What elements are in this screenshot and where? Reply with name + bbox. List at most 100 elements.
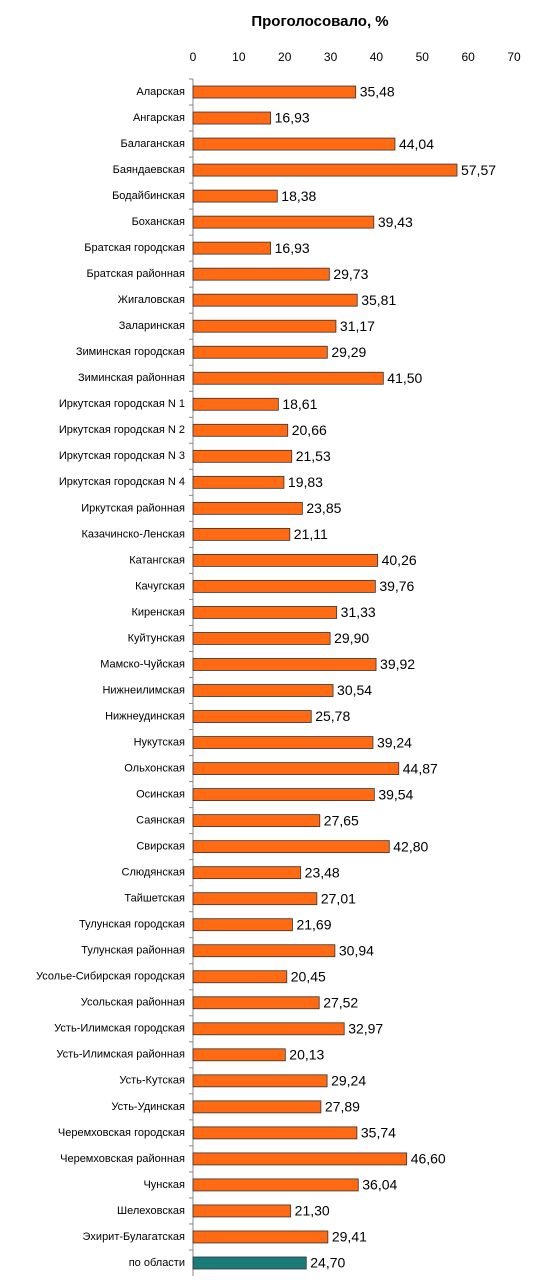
y-tick-label: Тулунская городская [79,919,185,931]
bar [192,267,330,281]
y-tick-label: Чунская [143,1179,185,1191]
chart-title: Проголосовало, % [251,13,388,30]
y-tick-label: Боханская [132,216,185,228]
bar [192,1074,328,1088]
value-label: 46,60 [411,1151,446,1167]
y-tick-label: Киренская [132,606,186,618]
y-tick-label: Братская районная [86,268,185,280]
value-label: 29,41 [332,1229,367,1245]
bar [192,189,278,203]
bar [192,111,272,125]
bar [192,554,379,567]
value-label: 35,74 [361,1125,396,1141]
bar [192,918,293,932]
bar [192,241,272,255]
value-label: 23,48 [305,864,340,880]
y-tick-label: Заларинская [119,320,185,332]
y-tick-label: Ольхонская [124,762,185,774]
bar [192,1204,292,1218]
y-tick-label: Нижнеудинская [105,710,185,722]
y-tick-label: Усть-Илимская районная [56,1049,185,1061]
value-label: 18,61 [282,396,317,412]
y-tick-label: Слюдянская [122,867,185,879]
value-label: 29,73 [333,266,368,282]
bar [192,632,331,645]
y-tick-label: Качугская [135,580,185,592]
y-tick-label: Аларская [136,86,185,98]
y-tick-label: по области [129,1257,185,1269]
x-tick-label: 20 [278,50,292,64]
value-label: 27,52 [323,994,358,1010]
bar [192,580,376,593]
bar [192,85,357,99]
y-tick-label: Нижнеилимская [102,684,185,696]
y-tick-label: Тайшетская [124,893,185,905]
bar [192,1256,307,1270]
y-tick-label: Ангарская [133,112,185,124]
y-tick-label: Осинская [136,789,185,801]
bar [192,1126,358,1140]
bar [192,1048,286,1062]
value-label: 39,76 [379,578,414,594]
x-tick-label: 70 [507,50,521,64]
value-label: 44,87 [403,760,438,776]
y-tick-label: Усть-Кутская [119,1075,185,1087]
bar [192,449,293,463]
y-tick-label: Иркутская городская N 2 [59,424,185,436]
value-label: 20,66 [292,422,327,438]
bar [192,319,337,333]
y-tick-label: Усть-Илимская городская [54,1023,185,1035]
value-label: 30,94 [339,942,374,958]
value-label: 41,50 [387,370,422,386]
value-label: 39,24 [377,734,412,750]
y-tick-label: Куйтунская [128,632,185,644]
value-label: 39,54 [378,786,413,802]
bar [192,423,289,437]
y-tick-label: Зиминская городская [76,346,185,358]
y-tick-label: Шелеховская [117,1205,185,1217]
value-label: 29,24 [331,1073,366,1089]
bar [192,970,288,984]
bar [192,527,291,541]
bar [192,1152,408,1166]
bar [192,501,303,515]
y-tick-label: Бодайбинская [112,190,185,202]
value-label: 29,90 [334,630,369,646]
y-tick-label: Жигаловская [118,294,185,306]
y-tick-label: Эхирит-Булагатская [83,1231,186,1243]
y-tick-label: Балаганская [121,138,186,150]
value-label: 20,45 [291,968,326,984]
x-tick-label: 60 [461,50,475,64]
value-label: 20,13 [289,1047,324,1063]
y-tick-label: Зиминская районная [78,372,185,384]
bar [192,1022,345,1036]
y-tick-label: Свирская [136,841,185,853]
value-label: 27,89 [325,1099,360,1115]
y-tick-label: Черемховская районная [60,1153,185,1165]
y-tick-label: Нукутская [134,736,185,748]
y-tick-label: Усть-Удинская [111,1101,185,1113]
y-tick-label: Тулунская районная [81,945,185,957]
y-tick-label: Братская городская [84,242,185,254]
bar [192,762,400,775]
y-tick-label: Мамско-Чуйская [100,658,185,670]
bar [192,944,336,958]
value-label: 21,11 [294,526,328,542]
bar [192,371,384,385]
value-label: 36,04 [362,1177,397,1193]
value-label: 18,38 [281,188,316,204]
bar [192,475,285,489]
bar [192,163,458,177]
bar [192,684,334,697]
y-tick-label: Иркутская городская N 3 [59,450,185,462]
bar [192,293,358,307]
value-label: 24,70 [310,1255,345,1271]
y-tick-label: Усольская районная [81,997,185,1009]
y-tick-label: Баяндаевская [113,164,185,176]
value-label: 35,81 [361,292,396,308]
bar [192,788,375,801]
x-tick-label: 40 [370,50,384,64]
y-tick-label: Казачинско-Ленская [81,528,185,540]
value-label: 27,01 [321,890,356,906]
